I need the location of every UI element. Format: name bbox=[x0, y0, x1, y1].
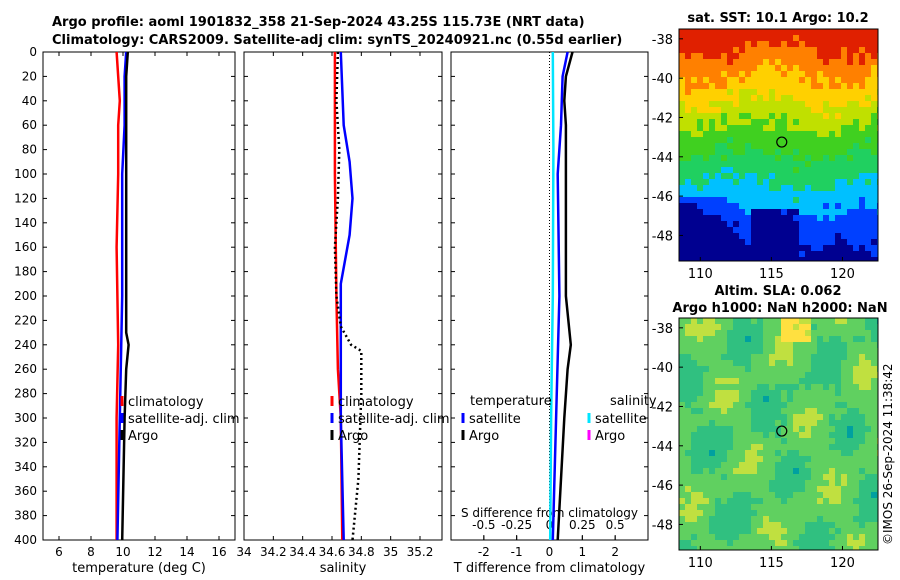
x-tick-label: 34.4 bbox=[289, 545, 316, 559]
x-tick-label: 10 bbox=[115, 545, 130, 559]
legend-label: satellite-adj. clim bbox=[128, 412, 240, 427]
map-x-tick-label: 110 bbox=[688, 267, 713, 282]
legend-label: satellite bbox=[469, 412, 521, 427]
series-line-climatology bbox=[115, 51, 122, 540]
argo-location-marker bbox=[776, 425, 788, 437]
x-tick-label: 16 bbox=[211, 545, 226, 559]
sla-map-subtitle: Argo h1000: NaN h2000: NaN bbox=[672, 301, 888, 316]
series-line-satellite-adj-clim bbox=[116, 51, 128, 541]
s-tick-label: 0.25 bbox=[569, 518, 596, 532]
x-tick-label: -2 bbox=[478, 545, 490, 559]
map-y-tick-label: -44 bbox=[652, 440, 673, 455]
map-x-tick-label: 110 bbox=[688, 556, 713, 571]
x-axis-label: T difference from climatology bbox=[453, 561, 646, 576]
panel-frame-temperature-panel bbox=[42, 51, 236, 541]
map-y-tick-label: -46 bbox=[652, 479, 673, 494]
legend-heading-temperature: temperature bbox=[470, 394, 552, 409]
x-tick-label: 8 bbox=[87, 545, 95, 559]
map-y-tick-label: -40 bbox=[652, 361, 673, 376]
series-line-t-satellite bbox=[551, 51, 569, 541]
map-y-tick-label: -38 bbox=[652, 33, 673, 48]
depth-tick-label: 20 bbox=[22, 69, 37, 83]
sla-map-title: Altim. SLA: 0.062 bbox=[714, 284, 842, 299]
x-tick-label: 34.2 bbox=[260, 545, 287, 559]
depth-tick-label: 400 bbox=[14, 533, 37, 547]
depth-tick-label: 60 bbox=[22, 118, 37, 132]
x-tick-label: 35 bbox=[383, 545, 398, 559]
x-tick-label: 0 bbox=[546, 545, 554, 559]
depth-tick-label: 160 bbox=[14, 240, 37, 254]
x-tick-label: 34.8 bbox=[348, 545, 375, 559]
depth-tick-label: 0 bbox=[29, 45, 37, 59]
s-tick-label: -0.25 bbox=[501, 518, 532, 532]
s-tick-label: 0.5 bbox=[606, 518, 625, 532]
s-tick-label: -0.5 bbox=[472, 518, 495, 532]
map-x-tick-label: 115 bbox=[759, 267, 784, 282]
map-y-tick-label: -48 bbox=[652, 229, 673, 244]
depth-tick-label: 260 bbox=[14, 362, 37, 376]
legend-label: satellite bbox=[595, 412, 647, 427]
depth-tick-label: 320 bbox=[14, 435, 37, 449]
depth-tick-label: 220 bbox=[14, 313, 37, 327]
depth-tick-label: 40 bbox=[22, 94, 37, 108]
legend-label: Argo bbox=[469, 429, 499, 444]
map-y-tick-label: -42 bbox=[652, 111, 673, 126]
x-tick-label: 6 bbox=[55, 545, 63, 559]
map-y-tick-label: -40 bbox=[652, 72, 673, 87]
x-tick-label: 12 bbox=[147, 545, 162, 559]
x-tick-label: 35.2 bbox=[407, 545, 434, 559]
depth-tick-label: 180 bbox=[14, 265, 37, 279]
sst-map-field bbox=[679, 29, 878, 261]
depth-tick-label: 380 bbox=[14, 509, 37, 523]
legend-label: climatology bbox=[128, 395, 204, 410]
x-tick-label: -1 bbox=[511, 545, 523, 559]
legend-label: climatology bbox=[338, 395, 414, 410]
plot-title-line1: Argo profile: aoml 1901832_358 21-Sep-20… bbox=[52, 15, 585, 30]
map-y-tick-label: -46 bbox=[652, 190, 673, 205]
x-axis-label: salinity bbox=[320, 561, 367, 576]
legend-label: satellite-adj. clim bbox=[338, 412, 450, 427]
series-line-s-satellite bbox=[548, 51, 555, 541]
depth-tick-label: 100 bbox=[14, 167, 37, 181]
x-tick-label: 2 bbox=[611, 545, 619, 559]
depth-tick-label: 280 bbox=[14, 387, 37, 401]
map-y-tick-label: -42 bbox=[652, 400, 673, 415]
map-x-tick-label: 120 bbox=[830, 267, 855, 282]
depth-tick-label: 360 bbox=[14, 484, 37, 498]
depth-tick-label: 300 bbox=[14, 411, 37, 425]
depth-tick-label: 200 bbox=[14, 289, 37, 303]
legend-label: Argo bbox=[338, 429, 368, 444]
map-x-tick-label: 115 bbox=[759, 556, 784, 571]
map-y-tick-label: -44 bbox=[652, 151, 673, 166]
sst-map-frame bbox=[678, 28, 879, 262]
x-tick-label: 34.6 bbox=[319, 545, 346, 559]
legend-heading-salinity: salinity bbox=[610, 394, 657, 409]
sla-map-field bbox=[679, 318, 878, 550]
x-tick-label: 14 bbox=[179, 545, 194, 559]
series-line-argo bbox=[120, 51, 130, 541]
x-tick-label: 34 bbox=[236, 545, 251, 559]
sla-map-frame bbox=[678, 317, 879, 551]
x-tick-label: 1 bbox=[579, 545, 587, 559]
depth-tick-label: 340 bbox=[14, 460, 37, 474]
series-line-t-argo bbox=[556, 51, 574, 541]
depth-tick-label: 80 bbox=[22, 143, 37, 157]
map-x-tick-label: 120 bbox=[830, 556, 855, 571]
map-y-tick-label: -38 bbox=[652, 322, 673, 337]
argo-location-marker bbox=[776, 136, 788, 148]
x-axis-label: temperature (deg C) bbox=[72, 561, 206, 576]
series-line-satellite-adj-clim bbox=[339, 51, 354, 541]
legend-label: Argo bbox=[128, 429, 158, 444]
depth-tick-label: 120 bbox=[14, 191, 37, 205]
legend-label: Argo bbox=[595, 429, 625, 444]
sst-map-title: sat. SST: 10.1 Argo: 10.2 bbox=[687, 11, 869, 26]
map-y-tick-label: -48 bbox=[652, 518, 673, 533]
depth-tick-label: 140 bbox=[14, 216, 37, 230]
plot-title-line2: Climatology: CARS2009. Satellite-adj cli… bbox=[52, 33, 623, 48]
depth-tick-label: 240 bbox=[14, 338, 37, 352]
